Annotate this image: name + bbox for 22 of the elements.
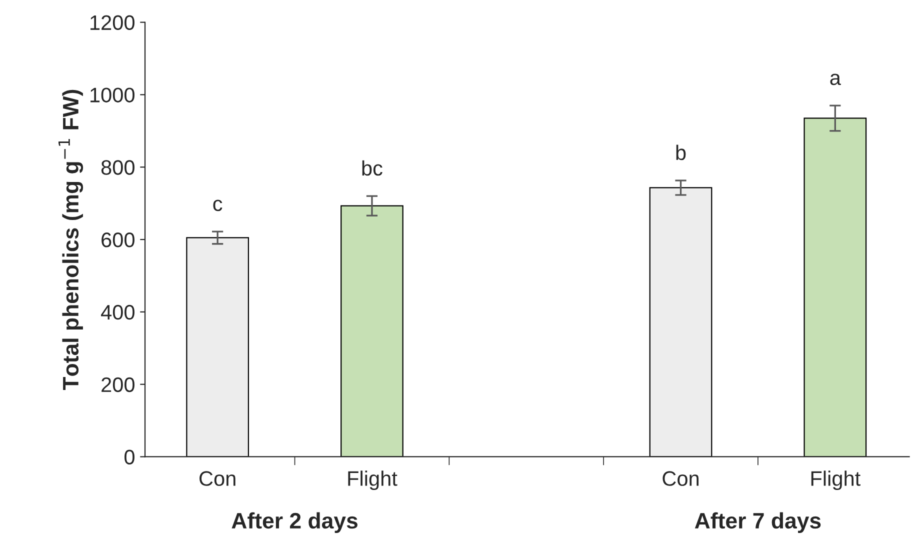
x-tick-label: Con: [662, 471, 699, 486]
y-tick-label: 0: [124, 450, 134, 464]
y-tick-label: 600: [102, 232, 134, 248]
y-tick-label: 1000: [90, 88, 134, 102]
y-tick-label: 400: [101, 304, 134, 320]
x-tick-label: Con: [200, 471, 236, 486]
text: After 2 days: [232, 512, 358, 534]
y-tick-label: 1200: [90, 15, 134, 30]
x-tick-label: Flight: [811, 470, 860, 490]
y-tick-label: 200: [102, 377, 134, 392]
data-label: a: [830, 74, 841, 86]
data-label: bc: [362, 160, 382, 176]
y-tick-label: 800: [101, 160, 134, 175]
data-label: b: [676, 144, 686, 160]
bar: [340, 205, 404, 457]
data-label: c: [213, 200, 222, 212]
text: After 7 days: [694, 512, 821, 534]
y-axis-title: Total phenolics (mg g$^{−1}$ FW): [58, 90, 84, 390]
bar: [186, 237, 250, 457]
bar: [649, 187, 712, 457]
x-tick-label: Flight: [348, 470, 398, 490]
bar: [804, 118, 867, 457]
